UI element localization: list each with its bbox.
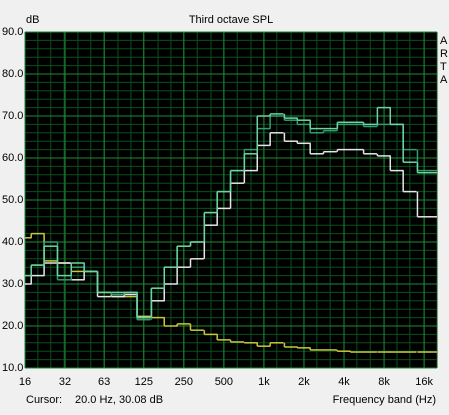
legend-fragment: A [440, 35, 448, 47]
y-tick-label: 80.0 [2, 68, 23, 80]
legend-fragment: A [440, 74, 448, 86]
x-tick-label: 32 [59, 376, 71, 388]
y-tick-label: 70.0 [2, 110, 23, 122]
cursor-label: Cursor: [26, 394, 62, 406]
x-tick-label: 2k [298, 376, 310, 388]
y-tick-label: 90.0 [2, 26, 23, 38]
x-tick-label: 16k [415, 376, 433, 388]
x-axis-label: Frequency band (Hz) [333, 394, 436, 406]
y-tick-label: 40.0 [2, 236, 23, 248]
y-tick-label: 60.0 [2, 152, 23, 164]
x-tick-label: 500 [215, 376, 233, 388]
x-tick-label: 1k [258, 376, 270, 388]
legend-fragment: T [440, 61, 447, 73]
x-tick-label: 16 [19, 376, 31, 388]
cursor-value: 20.0 Hz, 30.08 dB [75, 394, 163, 406]
chart-title: Third octave SPL [189, 14, 273, 26]
y-tick-label: 20.0 [2, 320, 23, 332]
x-tick-label: 63 [98, 376, 110, 388]
y-tick-label: 50.0 [2, 194, 23, 206]
x-tick-label: 250 [175, 376, 193, 388]
legend-fragment: R [440, 48, 448, 60]
x-tick-label: 8k [378, 376, 390, 388]
y-unit: dB [26, 14, 39, 26]
y-tick-label: 10.0 [2, 362, 23, 374]
x-tick-label: 125 [135, 376, 153, 388]
x-tick-label: 4k [338, 376, 350, 388]
y-tick-label: 30.0 [2, 278, 23, 290]
